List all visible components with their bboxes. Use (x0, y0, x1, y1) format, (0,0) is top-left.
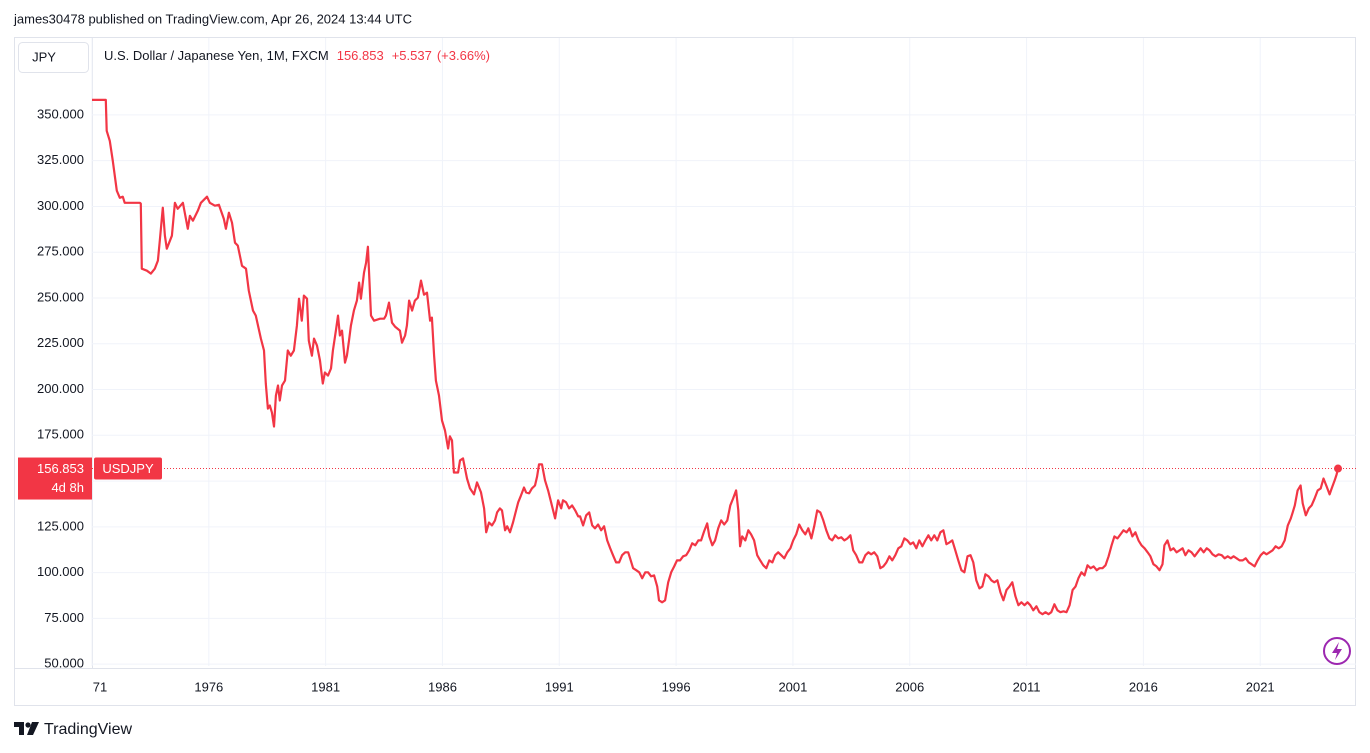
countdown: 4d 8h (51, 480, 84, 495)
y-tick-label: 125.000 (37, 518, 84, 533)
chart-title: U.S. Dollar / Japanese Yen, 1M, FXCM (104, 48, 329, 63)
publisher-line: james30478 published on TradingView.com,… (13, 11, 412, 26)
x-tick-label: 2006 (895, 679, 924, 694)
x-tick-label: 71 (93, 679, 107, 694)
flash-circle[interactable] (1323, 637, 1351, 665)
last-price-tag (18, 457, 92, 500)
x-tick-label: 1991 (545, 679, 574, 694)
price-change-percent: (+3.66%) (437, 48, 490, 63)
x-tick-label: 1981 (311, 679, 340, 694)
y-tick-label: 325.000 (37, 152, 84, 167)
symbol-tag (94, 457, 162, 480)
price-change: +5.537 (392, 48, 432, 63)
chart-frame (14, 37, 1356, 706)
flash-icon[interactable] (1323, 637, 1351, 665)
y-tick-label: 100.000 (37, 564, 84, 579)
symbol-tag-label: USDJPY (102, 461, 154, 476)
flash-bolt[interactable] (1332, 642, 1342, 660)
x-tick-label: 2001 (778, 679, 807, 694)
logo-slash (27, 722, 39, 735)
y-tick-label: 50.000 (44, 656, 84, 671)
x-tick-label: 1986 (428, 679, 457, 694)
y-tick-label: 175.000 (37, 427, 84, 442)
x-tick-label: 1996 (662, 679, 691, 694)
logo-dot (25, 722, 31, 728)
plot (92, 98, 1356, 616)
y-tick-label: 275.000 (37, 244, 84, 259)
x-tick-label: 2016 (1129, 679, 1158, 694)
y-tick-label: 75.000 (44, 610, 84, 625)
last-point (1334, 464, 1343, 473)
brand-logo (14, 722, 39, 735)
y-tick-label: 300.000 (37, 198, 84, 213)
last-price: 156.853 (337, 48, 384, 63)
y-tick-label: 350.000 (37, 106, 84, 121)
currency-button-label[interactable]: JPY (32, 49, 56, 64)
labels: 50.000 75.000 100.000 125.000 175.000 200.000… (18, 106, 1275, 694)
y-tick-label: 200.000 (37, 381, 84, 396)
price-line (92, 98, 1340, 616)
grid (91, 38, 1356, 666)
x-tick-label: 1976 (194, 679, 223, 694)
brand-name: TradingView (44, 721, 132, 738)
last-price-tag-value: 156.853 (37, 461, 84, 476)
x-tick-label: 2021 (1246, 679, 1275, 694)
currency-button[interactable] (18, 42, 89, 73)
logo-bar (14, 722, 24, 735)
x-tick-label: 2011 (1013, 679, 1041, 694)
y-tick-label: 250.000 (37, 289, 84, 304)
chart-title-line: U.S. Dollar / Japanese Yen, 1M, FXCM 156.… (104, 48, 490, 63)
y-tick-label: 225.000 (37, 335, 84, 350)
